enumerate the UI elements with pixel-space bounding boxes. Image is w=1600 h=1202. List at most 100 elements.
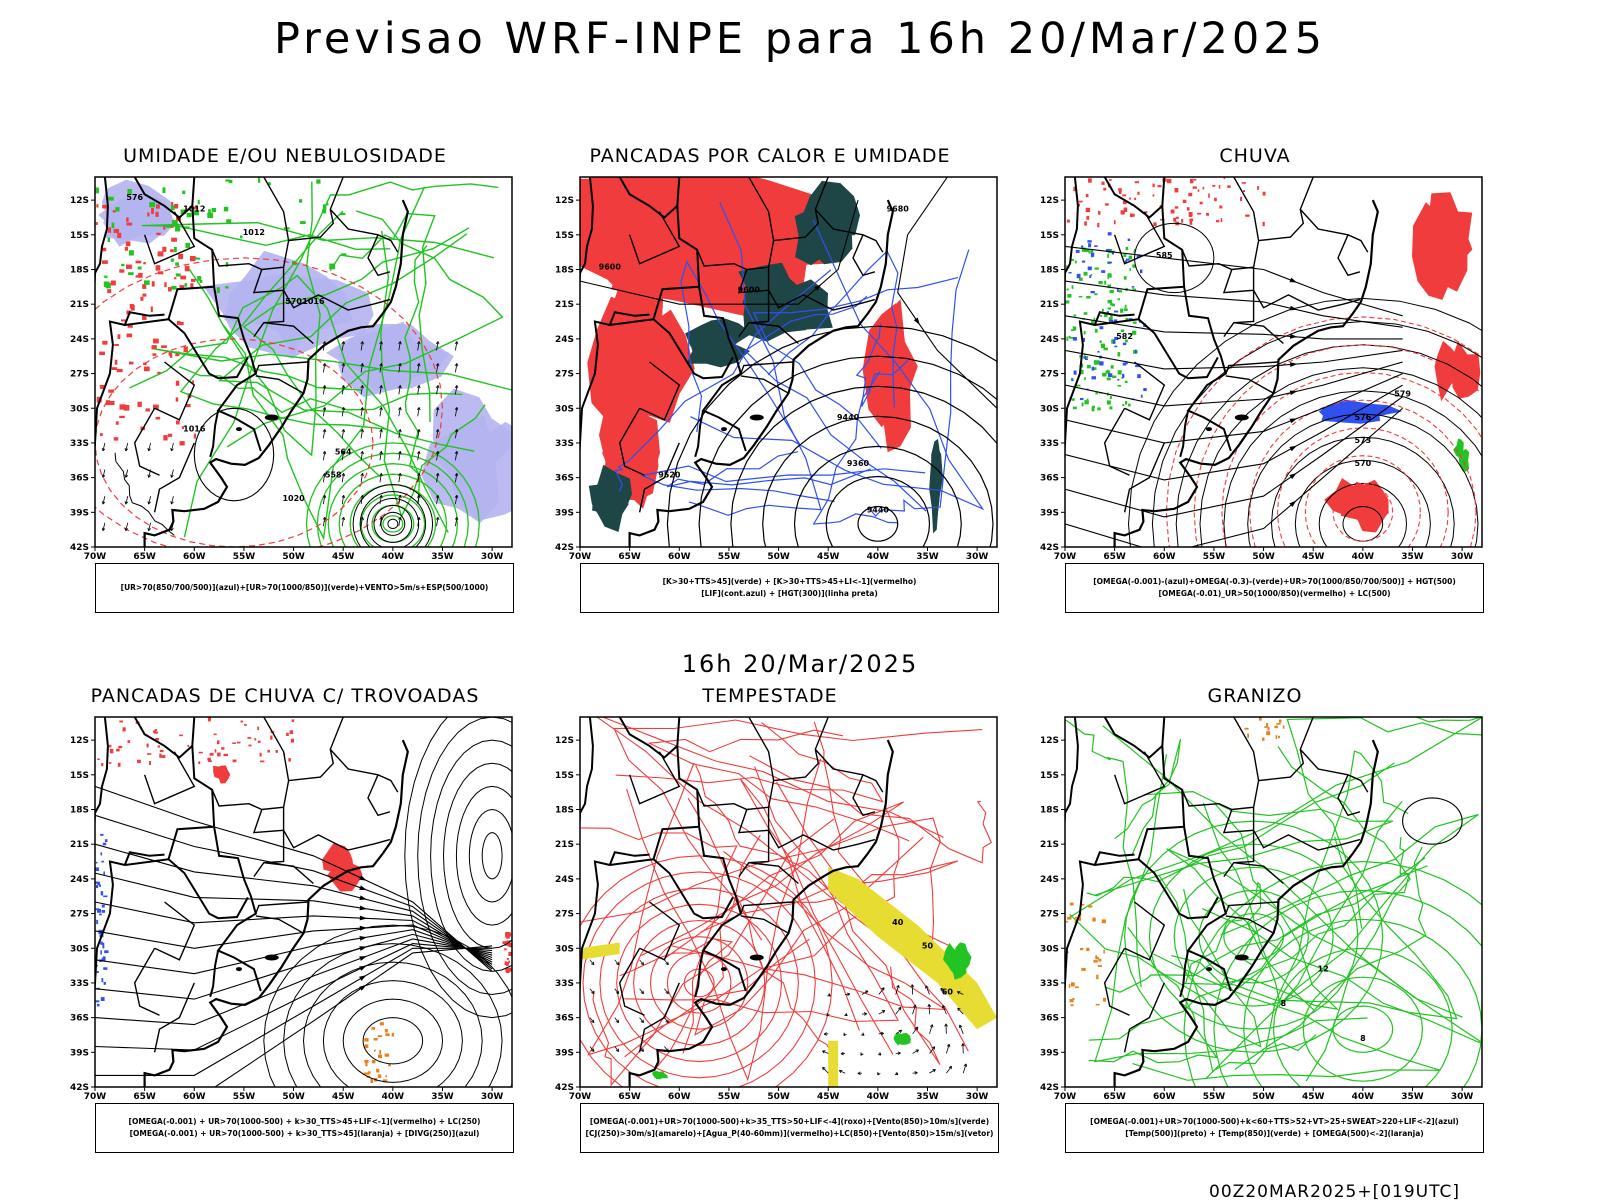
lon-label: 45W [1302,1092,1325,1102]
legend-line: [OMEGA(-0.001) + UR>70(1000-500) + k>30_… [96,1116,513,1128]
lat-label: 24S [555,335,574,345]
forecast-map: 968096009600952094409360944012S15S18S21S… [535,175,1005,565]
lon-label: 55W [233,1092,256,1102]
lon-label: 30W [966,1092,989,1102]
legend-line: [OMEGA(-0.001)+UR>70(1000-500)+k<60+TTS>… [1066,1116,1483,1128]
lat-label: 15S [70,231,89,241]
valid-time-subtitle: 16h 20/Mar/2025 [0,650,1600,678]
lon-label: 55W [718,1092,741,1102]
lon-label: 30W [1451,552,1474,562]
contour-label: 570 [1355,459,1372,468]
contour-label: 558 [325,471,342,480]
panel-title: CHUVA [1020,145,1490,167]
lon-label: 40W [1352,1092,1375,1102]
contour-label: 60 [942,988,954,997]
lat-label: 36S [70,1014,89,1024]
panel-legend: [K>30+TTS>45](verde) + [K>30+TTS>45+LI<-… [580,563,999,613]
panel-title: PANCADAS POR CALOR E UMIDADE [535,145,1005,167]
contour-label: 582 [1116,332,1133,341]
lat-label: 36S [70,474,89,484]
contour-label: 50 [922,941,934,950]
lat-label: 27S [70,370,89,380]
lat-label: 18S [1040,266,1059,276]
lon-label: 35W [431,552,454,562]
contour-label: 573 [1355,436,1372,445]
lon-label: 30W [966,552,989,562]
panel-title: GRANIZO [1020,685,1490,707]
lat-label: 36S [555,1014,574,1024]
lat-label: 12S [555,196,574,206]
lon-label: 65W [133,552,156,562]
lat-label: 30S [555,944,574,954]
panel-legend: [OMEGA(-0.001)+UR>70(1000-500)+k<60+TTS>… [1065,1103,1484,1153]
lat-label: 24S [70,875,89,885]
lon-label: 55W [1203,552,1226,562]
lon-label: 30W [481,1092,504,1102]
contour-label: 576 [126,193,143,202]
lon-label: 40W [1352,552,1375,562]
lat-label: 21S [555,300,574,310]
lat-label: 21S [555,840,574,850]
lat-label: 12S [70,736,89,746]
contour-label: 1012 [243,228,265,237]
lon-label: 50W [1252,552,1275,562]
lon-label: 65W [1103,1092,1126,1102]
lon-label: 55W [233,552,256,562]
lat-label: 12S [555,736,574,746]
lon-label: 60W [1153,552,1176,562]
panel-title: PANCADAS DE CHUVA C/ TROVOADAS [50,685,520,707]
lat-label: 39S [70,508,89,518]
forecast-map: 128812S15S18S21S24S27S30S33S36S39S42S70W… [1020,715,1490,1105]
lat-label: 39S [1040,1048,1059,1058]
lat-label: 39S [1040,508,1059,518]
lon-label: 70W [84,1092,107,1102]
contour-label: 9520 [658,471,681,480]
lat-label: 21S [70,840,89,850]
lat-label: 18S [70,806,89,816]
lat-label: 39S [555,508,574,518]
lon-label: 45W [817,1092,840,1102]
lon-label: 65W [1103,552,1126,562]
lat-label: 36S [555,474,574,484]
lat-label: 33S [70,439,89,449]
legend-line: [LIF](cont.azul) + [HGT(300)](linha pret… [581,588,998,600]
lat-label: 24S [1040,875,1059,885]
contour-label: 576 [1355,413,1372,422]
legend-line: [CJ(250)>30m/s](amarelo)+[Agua_P(40-60mm… [581,1128,998,1140]
forecast-map: 40506012S15S18S21S24S27S30S33S36S39S42S7… [535,715,1005,1105]
panel-title: UMIDADE E/OU NEBULOSIDADE [50,145,520,167]
lat-label: 21S [1040,300,1059,310]
lat-label: 15S [1040,231,1059,241]
lon-label: 65W [133,1092,156,1102]
contour-label: 564 [335,448,352,457]
lat-label: 33S [555,979,574,989]
lon-label: 45W [332,1092,355,1102]
lon-label: 35W [1401,552,1424,562]
legend-line: [K>30+TTS>45](verde) + [K>30+TTS>45+LI<-… [581,576,998,588]
lon-label: 35W [1401,1092,1424,1102]
lat-label: 33S [1040,439,1059,449]
lon-label: 45W [1302,552,1325,562]
lat-label: 12S [70,196,89,206]
panel-legend: [OMEGA(-0.001)-(azul)+OMEGA(-0.3)-(verde… [1065,563,1484,613]
legend-line: [UR>70(850/700/500)](azul)+[UR>70(1000/8… [96,582,513,594]
lat-label: 27S [555,910,574,920]
lon-label: 50W [282,1092,305,1102]
lat-label: 27S [555,370,574,380]
panel-legend: [UR>70(850/700/500)](azul)+[UR>70(1000/8… [95,563,514,613]
lon-label: 40W [867,552,890,562]
legend-line: [OMEGA(-0.001) + UR>70(1000-500) + k>30_… [96,1128,513,1140]
lat-label: 15S [555,771,574,781]
panel-legend: [OMEGA(-0.001) + UR>70(1000-500) + k>30_… [95,1103,514,1153]
panel-title: TEMPESTADE [535,685,1005,707]
contour-label: 9600 [599,263,622,272]
run-time-footer: 00Z20MAR2025+[019UTC] [1209,1182,1460,1202]
lon-label: 40W [382,552,405,562]
lon-label: 40W [867,1092,890,1102]
lon-label: 30W [481,552,504,562]
lon-label: 45W [817,552,840,562]
lat-label: 24S [1040,335,1059,345]
